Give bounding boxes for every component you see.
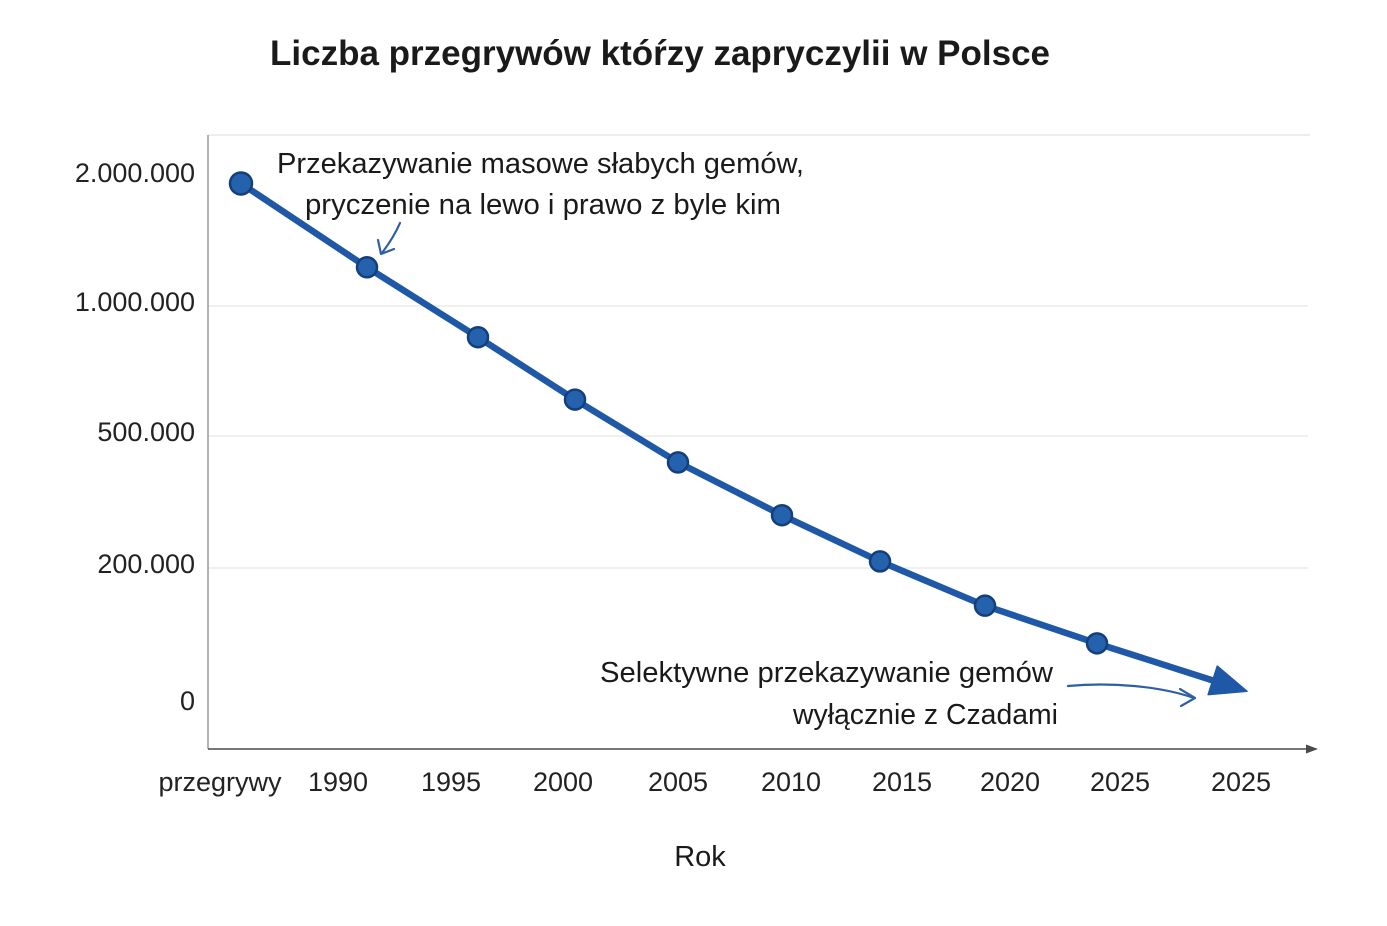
x-tick-label: 2025 bbox=[1211, 767, 1271, 797]
x-axis-arrowhead bbox=[1306, 744, 1318, 754]
y-tick-label: 2.000.000 bbox=[75, 158, 195, 188]
x-tick-label: 2025 bbox=[1090, 767, 1150, 797]
y-tick-labels: 2.000.000 1.000.000 500.000 200.000 0 bbox=[75, 158, 195, 716]
x-tick-label: 2020 bbox=[980, 767, 1040, 797]
data-point bbox=[466, 325, 490, 349]
x-tick-label: 2015 bbox=[872, 767, 932, 797]
data-point bbox=[355, 256, 379, 279]
annotation-top-arrowhead bbox=[376, 238, 396, 256]
annotation-bottom-arrowhead bbox=[1178, 687, 1197, 708]
series bbox=[228, 171, 1248, 696]
annotation-bottom-line-2: wyłącznie z Czadami bbox=[792, 699, 1058, 731]
data-point bbox=[228, 171, 254, 196]
x-tick-label: 2005 bbox=[648, 767, 708, 797]
annotation-top: Przekazywanie masowe słabych gemów, pryc… bbox=[277, 148, 804, 256]
x-tick-label: 2010 bbox=[761, 767, 821, 797]
y-tick-label: 500.000 bbox=[97, 417, 195, 447]
y-tick-label: 1.000.000 bbox=[75, 287, 195, 317]
data-point bbox=[770, 503, 794, 527]
y-tick-label: 0 bbox=[180, 686, 195, 716]
annotation-top-line-1: Przekazywanie masowe słabych gemów, bbox=[277, 148, 804, 180]
gridlines bbox=[208, 305, 1308, 569]
x-tick-label: 1995 bbox=[421, 767, 481, 797]
x-tick-labels: przegrywy 1990 1995 2000 2005 2010 2015 2020 202… bbox=[158, 767, 1271, 797]
data-point bbox=[868, 550, 892, 573]
x-tick-label: przegrywy bbox=[158, 767, 282, 797]
y-tick-label: 200.000 bbox=[97, 549, 195, 579]
chart-title: Liczba przegrywów któŕzy zapryczylii w P… bbox=[270, 34, 1050, 73]
x-tick-label: 1990 bbox=[308, 767, 368, 797]
annotation-bottom-arrow bbox=[1066, 683, 1196, 700]
series-line bbox=[237, 180, 1220, 685]
annotation-top-arrow bbox=[380, 221, 402, 255]
annotation-top-line-2: pryczenie na lewo i prawo z byle kim bbox=[305, 189, 781, 221]
x-tick-label: 2000 bbox=[533, 767, 593, 797]
data-point bbox=[563, 388, 587, 411]
annotation-bottom: Selektywne przekazywanie gemów wyłącznie… bbox=[600, 657, 1197, 731]
annotation-bottom-line-1: Selektywne przekazywanie gemów bbox=[600, 657, 1054, 689]
data-point bbox=[1085, 632, 1109, 655]
data-point bbox=[666, 451, 690, 474]
data-point bbox=[973, 594, 997, 617]
series-arrowhead bbox=[1207, 665, 1248, 696]
x-axis-label: Rok bbox=[674, 841, 726, 873]
